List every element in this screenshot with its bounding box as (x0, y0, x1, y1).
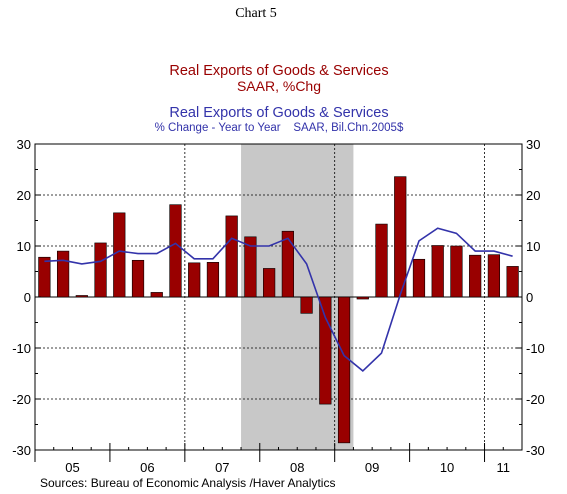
line-subtitle: % Change - Year to Year SAAR, Bil.Chn.20… (155, 122, 404, 134)
bar (281, 230, 294, 298)
bar (412, 258, 426, 298)
bar (506, 266, 519, 298)
y-tick-label-left: -20 (12, 392, 31, 407)
bar (244, 236, 257, 298)
source-note: Sources: Bureau of Economic Analysis /Ha… (40, 476, 335, 490)
x-tick-label: 11 (497, 460, 511, 475)
x-tick-label: 07 (215, 460, 229, 475)
bar (356, 296, 369, 300)
bar (394, 176, 407, 298)
bar (56, 250, 70, 298)
bar (206, 262, 220, 298)
y-tick-label-right: 30 (526, 137, 540, 152)
y-tick-labels: 30 30 20 20 10 10 0 0 -10 -10 -20 -20 -30 -30 (12, 137, 545, 458)
bar (188, 262, 201, 298)
bar (150, 292, 163, 298)
bar (431, 245, 444, 298)
bar (38, 256, 51, 298)
bar (131, 259, 145, 298)
y-tick-label-right: 0 (526, 290, 533, 305)
bar (375, 223, 388, 298)
bar (487, 254, 501, 298)
y-tick-label-left: 0 (24, 290, 31, 305)
bar (300, 296, 313, 314)
bar (263, 268, 276, 298)
bar (337, 296, 351, 444)
bar (319, 296, 332, 405)
y-tick-label-left: -10 (12, 341, 31, 356)
y-tick-label-right: -30 (526, 443, 545, 458)
y-tick-label-right: 10 (526, 239, 540, 254)
bars-subtitle: SAAR, %Chg (237, 78, 321, 94)
y-tick-label-left: -30 (12, 443, 31, 458)
y-tick-label-right: 20 (526, 188, 540, 203)
y-tick-label-right: -20 (526, 392, 545, 407)
axis-ticks (34, 143, 523, 462)
bar (94, 242, 107, 298)
line-series (44, 227, 513, 372)
bar (225, 215, 238, 298)
x-tick-label: 06 (140, 460, 154, 475)
bar (450, 245, 463, 298)
chart-number: Chart 5 (235, 6, 277, 21)
line-title: Real Exports of Goods & Services (169, 105, 388, 121)
y-tick-label-left: 20 (17, 188, 31, 203)
y-tick-label-right: -10 (526, 341, 545, 356)
x-tick-label: 05 (65, 460, 79, 475)
bar (75, 295, 88, 298)
bars-title: Real Exports of Goods & Services (169, 63, 388, 79)
bar-series (38, 176, 519, 444)
bar (169, 204, 182, 298)
x-tick-label: 09 (365, 460, 379, 475)
x-tick-label: 08 (290, 460, 304, 475)
y-tick-label-left: 30 (17, 137, 31, 152)
y-tick-label-left: 10 (17, 239, 31, 254)
bar (469, 254, 482, 298)
x-tick-label: 10 (440, 460, 454, 475)
x-tick-labels: 05 06 07 08 09 10 11 (65, 460, 510, 475)
bar (113, 212, 126, 298)
